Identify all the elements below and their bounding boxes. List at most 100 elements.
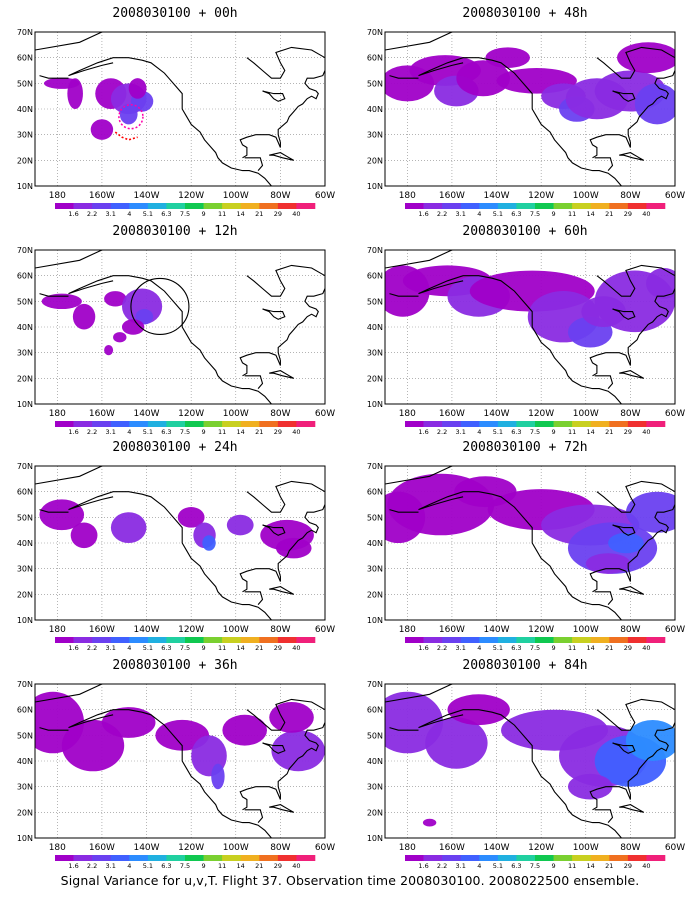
lat-tick-label: 20N: [17, 156, 33, 165]
colorbar-swatch: [442, 421, 461, 427]
colorbar-label: 7.5: [180, 644, 190, 652]
lon-tick-label: 180: [399, 409, 416, 419]
lat-tick-label: 60N: [367, 54, 383, 63]
colorbar-swatch: [110, 855, 130, 861]
variance-region: [119, 103, 138, 125]
colorbar-swatch: [479, 855, 499, 861]
colorbar-swatch: [92, 637, 111, 643]
variance-region: [425, 717, 488, 769]
lon-tick-label: 160W: [89, 409, 115, 419]
lon-tick-label: 60W: [665, 625, 685, 635]
colorbar-swatch: [129, 421, 149, 427]
colorbar-swatch: [590, 203, 610, 209]
colorbar-swatch: [73, 637, 93, 643]
colorbar-swatch: [590, 637, 610, 643]
colorbar-label: 5.1: [493, 644, 503, 652]
colorbar-swatch: [147, 203, 167, 209]
colorbar-label: 1.6: [418, 644, 428, 652]
lat-tick-label: 40N: [367, 539, 383, 548]
colorbar-swatch: [609, 637, 629, 643]
colorbar-label: 4: [127, 862, 131, 870]
variance-region: [608, 532, 644, 554]
colorbar-swatch: [609, 203, 629, 209]
map-plot: 70N 60N 50N 40N 30N 20N 10N 180 160W 140W 120W 100W…: [17, 246, 335, 436]
lon-tick-label: 120W: [528, 843, 554, 853]
lat-tick-label: 20N: [17, 374, 33, 383]
variance-region: [617, 42, 675, 74]
colorbar-swatch: [240, 203, 260, 209]
colorbar-label: 40: [292, 862, 300, 870]
colorbar-swatch: [497, 855, 517, 861]
colorbar-label: 11: [218, 428, 226, 436]
colorbar-swatch: [405, 637, 424, 643]
colorbar-label: 3.1: [106, 644, 116, 652]
lon-tick-label: 80W: [270, 409, 290, 419]
map-plot: 70N 60N 50N 40N 30N 20N 10N 180 160W 140W 120W 100W…: [367, 462, 685, 652]
colorbar-swatch: [110, 421, 130, 427]
colorbar-swatch: [259, 203, 279, 209]
coastlines: [35, 466, 325, 620]
colorbar-label: 6.3: [511, 428, 521, 436]
colorbar-label: 5.1: [493, 862, 503, 870]
colorbar-swatch: [442, 203, 461, 209]
colorbar-swatch: [296, 637, 316, 643]
lon-tick-label: 100W: [573, 843, 599, 853]
colorbar-swatch: [129, 637, 149, 643]
colorbar-label: 29: [624, 210, 632, 218]
colorbar-label: 2.2: [87, 644, 97, 652]
colorbar-label: 1.6: [68, 644, 78, 652]
colorbar-swatch: [222, 421, 241, 427]
colorbar-label: 5.1: [143, 428, 153, 436]
colorbar-label: 6.3: [161, 862, 171, 870]
colorbar-swatch: [423, 637, 443, 643]
colorbar-swatch: [166, 637, 186, 643]
colorbar-label: 9: [202, 428, 206, 436]
lon-tick-label: 100W: [573, 191, 599, 201]
lat-tick-label: 40N: [367, 757, 383, 766]
colorbar-swatch: [423, 421, 443, 427]
lat-tick-label: 10N: [367, 182, 383, 191]
colorbar-label: 29: [274, 428, 282, 436]
colorbar-label: 40: [642, 210, 650, 218]
colorbar-swatch: [240, 637, 260, 643]
coastlines: [385, 466, 675, 620]
colorbar-swatch: [553, 203, 573, 209]
colorbar-swatch: [479, 637, 499, 643]
lat-tick-label: 30N: [367, 349, 383, 358]
colorbar-swatch: [572, 203, 591, 209]
colorbar-swatch: [185, 421, 204, 427]
variance-region: [72, 303, 96, 330]
panel-title: 2008030100 + 84h: [462, 658, 588, 673]
lon-tick-label: 120W: [528, 191, 554, 201]
colorbar-label: 40: [642, 644, 650, 652]
colorbar-swatch: [277, 203, 297, 209]
colorbar-label: 4: [127, 644, 131, 652]
variance-shading: [41, 288, 163, 356]
colorbar-label: 14: [237, 428, 245, 436]
lat-tick-label: 20N: [367, 374, 383, 383]
colorbar-label: 29: [274, 644, 282, 652]
colorbar-swatch: [277, 855, 297, 861]
lon-tick-label: 160W: [439, 843, 465, 853]
lat-tick-label: 20N: [367, 590, 383, 599]
lat-tick-label: 50N: [17, 297, 33, 306]
coastlines: [385, 32, 675, 186]
lat-tick-label: 30N: [17, 565, 33, 574]
variance-region: [177, 507, 205, 528]
colorbar-label: 7.5: [180, 428, 190, 436]
lon-tick-label: 180: [399, 191, 416, 201]
map-panel: 70N 60N 50N 40N 30N 20N 10N 180 160W 140W 120W 100W…: [0, 0, 350, 218]
variance-region: [104, 291, 127, 307]
variance-region: [41, 293, 82, 310]
colorbar-label: 1.6: [418, 428, 428, 436]
colorbar-swatch: [627, 855, 647, 861]
lat-tick-label: 60N: [367, 706, 383, 715]
colorbar-label: 7.5: [180, 862, 190, 870]
colorbar-label: 14: [237, 644, 245, 652]
colorbar-label: 40: [292, 644, 300, 652]
colorbar-swatch: [92, 203, 111, 209]
lat-tick-label: 50N: [367, 513, 383, 522]
colorbar-label: 11: [568, 644, 576, 652]
colorbar-swatch: [55, 855, 74, 861]
lat-tick-label: 70N: [367, 680, 383, 689]
